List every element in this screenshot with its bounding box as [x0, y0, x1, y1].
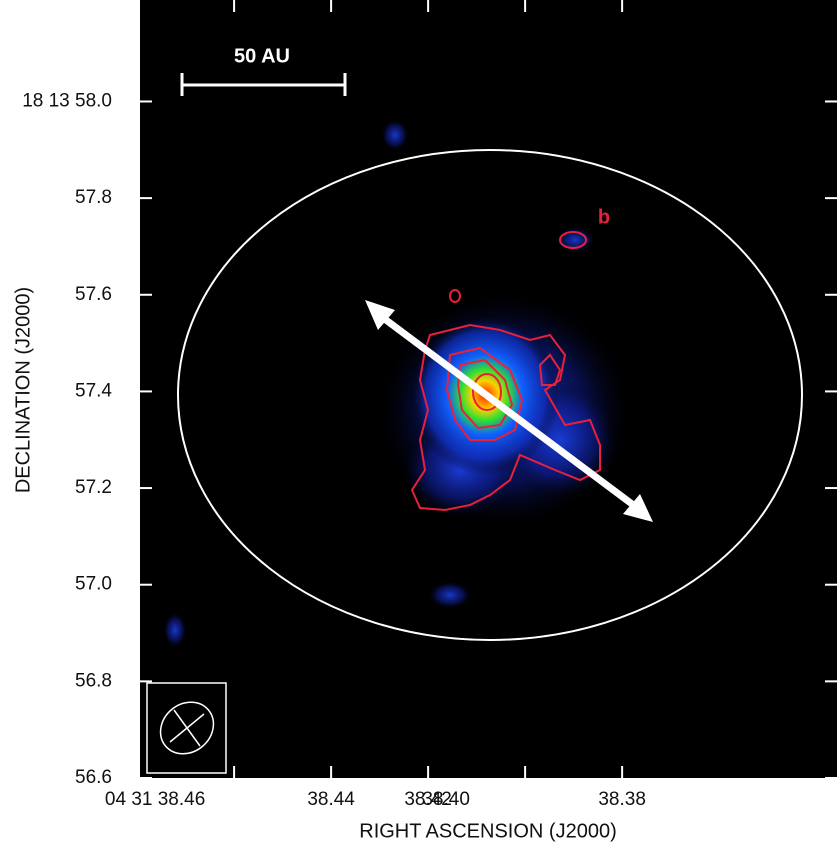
- y-tick-label: 56.6: [75, 767, 112, 788]
- x-tick-label: 38.44: [307, 789, 355, 810]
- y-tick-label: 57.6: [75, 284, 112, 305]
- scale-label: 50 AU: [234, 45, 290, 67]
- x-tick-label: 38.38: [598, 789, 646, 810]
- y-tick-label: 56.8: [75, 670, 112, 691]
- x-tick-label: 04 31 38.46: [105, 789, 205, 810]
- y-tick-label: 57.0: [75, 574, 112, 595]
- y-tick-label: 57.4: [75, 380, 112, 401]
- chart: 50 AU b RIGHT ASCENSION (J2000) DECLINAT…: [0, 0, 837, 849]
- y-tick-label: 57.2: [75, 477, 112, 498]
- x-axis-label: RIGHT ASCENSION (J2000): [359, 820, 616, 842]
- annotation: b: [598, 206, 610, 228]
- y-tick-label: 57.8: [75, 187, 112, 208]
- y-axis-label: DECLINATION (J2000): [12, 287, 34, 493]
- y-tick-label: 18 13 58.0: [22, 90, 112, 111]
- x-tick-label: 38.40: [422, 789, 470, 810]
